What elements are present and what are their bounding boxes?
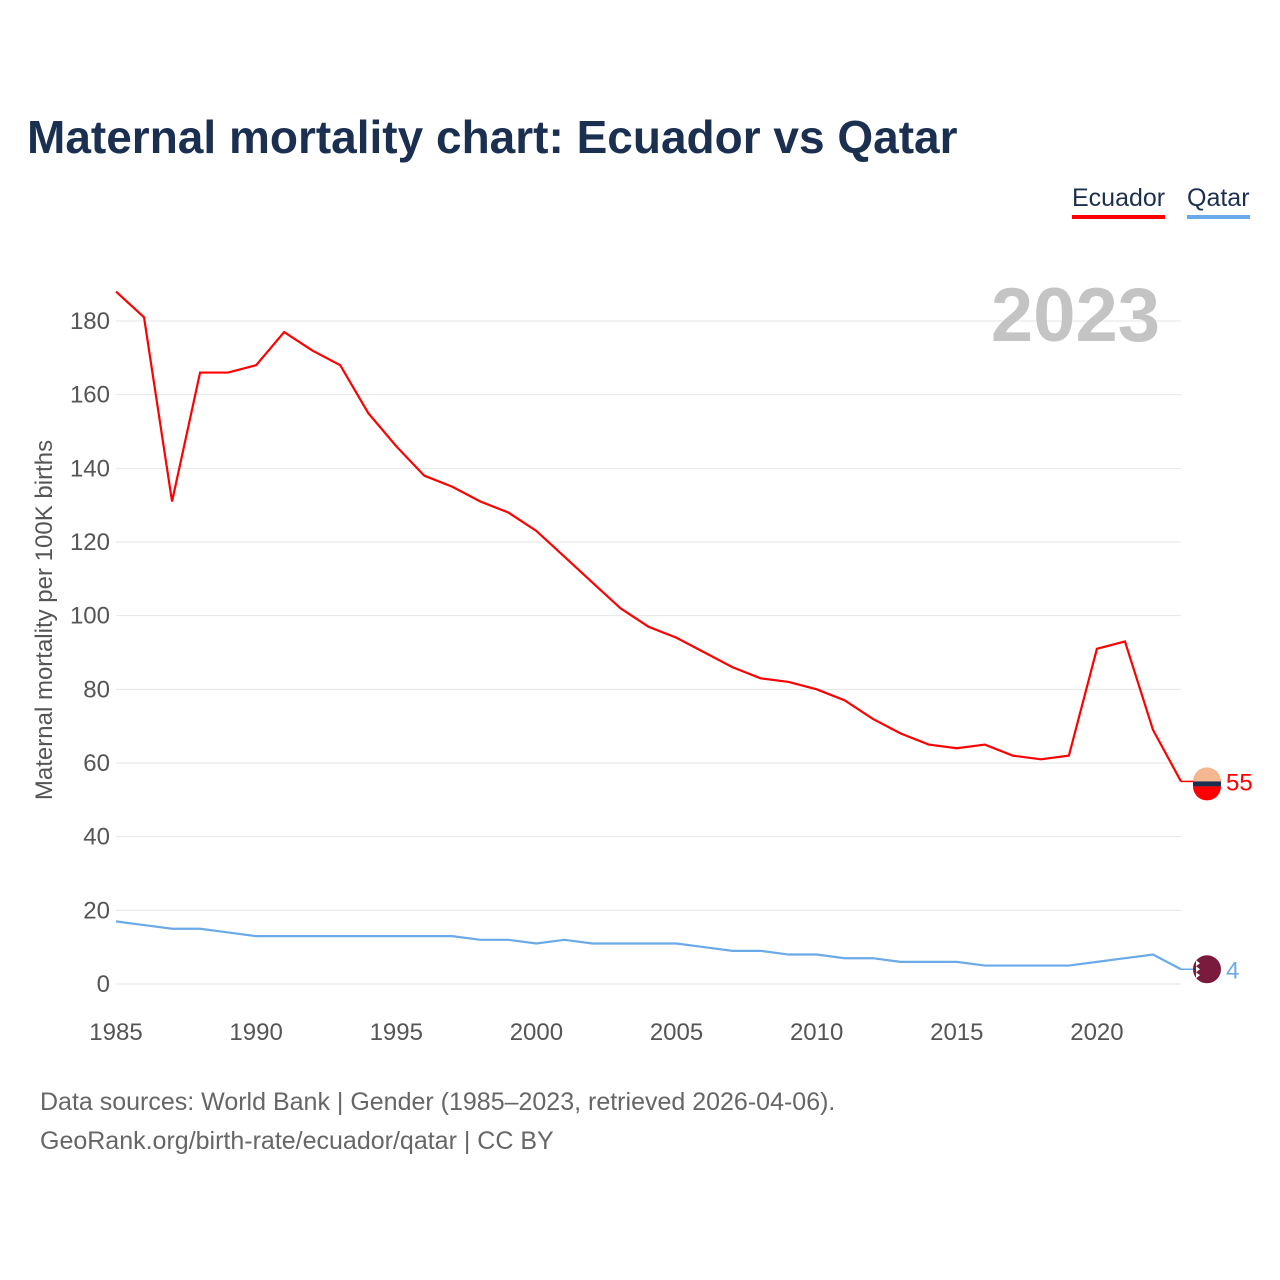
y-tick-label: 180 (70, 308, 110, 335)
ecuador-flag-stripe (1193, 781, 1221, 787)
x-tick-label: 2000 (510, 1019, 563, 1046)
x-tick-label: 2005 (650, 1019, 703, 1046)
chart-title: Maternal mortality chart: Ecuador vs Qat… (27, 111, 958, 163)
x-tick-label: 2010 (790, 1019, 843, 1046)
y-tick-label: 20 (83, 897, 110, 924)
y-tick-label: 0 (97, 971, 110, 998)
y-tick-label: 160 (70, 382, 110, 409)
x-tick-label: 2020 (1070, 1019, 1123, 1046)
legend-qatar[interactable]: Qatar (1187, 184, 1250, 219)
x-tick-label: 2015 (930, 1019, 983, 1046)
y-tick-label: 60 (83, 750, 110, 777)
x-tick-label: 1985 (89, 1019, 142, 1046)
series-line-ecuador (115, 290, 1182, 782)
y-tick-label: 100 (70, 603, 110, 630)
footer-sources: Data sources: World Bank | Gender (1985–… (40, 1088, 836, 1116)
end-value-label: 4 (1226, 957, 1239, 984)
qatar-flag-icon (1193, 955, 1221, 984)
y-tick-label: 80 (83, 676, 110, 703)
x-tick-label: 1995 (370, 1019, 423, 1046)
ecuador-flag-stripe (1193, 786, 1221, 801)
qatar-flag-serration (1196, 957, 1200, 979)
y-tick-label: 120 (70, 529, 110, 556)
y-tick-label: 140 (70, 455, 110, 482)
legend-ecuador[interactable]: Ecuador (1072, 184, 1166, 219)
y-tick-label: 40 (83, 824, 110, 851)
footer-link[interactable]: GeoRank.org/birth-rate/ecuador/qatar | C… (40, 1127, 554, 1155)
series-line-qatar (115, 920, 1182, 971)
y-axis-label: Maternal mortality per 100K births (31, 440, 58, 800)
x-tick-label: 1990 (229, 1019, 282, 1046)
end-value-label: 55 (1226, 769, 1253, 796)
year-label: 2023 (991, 273, 1160, 358)
